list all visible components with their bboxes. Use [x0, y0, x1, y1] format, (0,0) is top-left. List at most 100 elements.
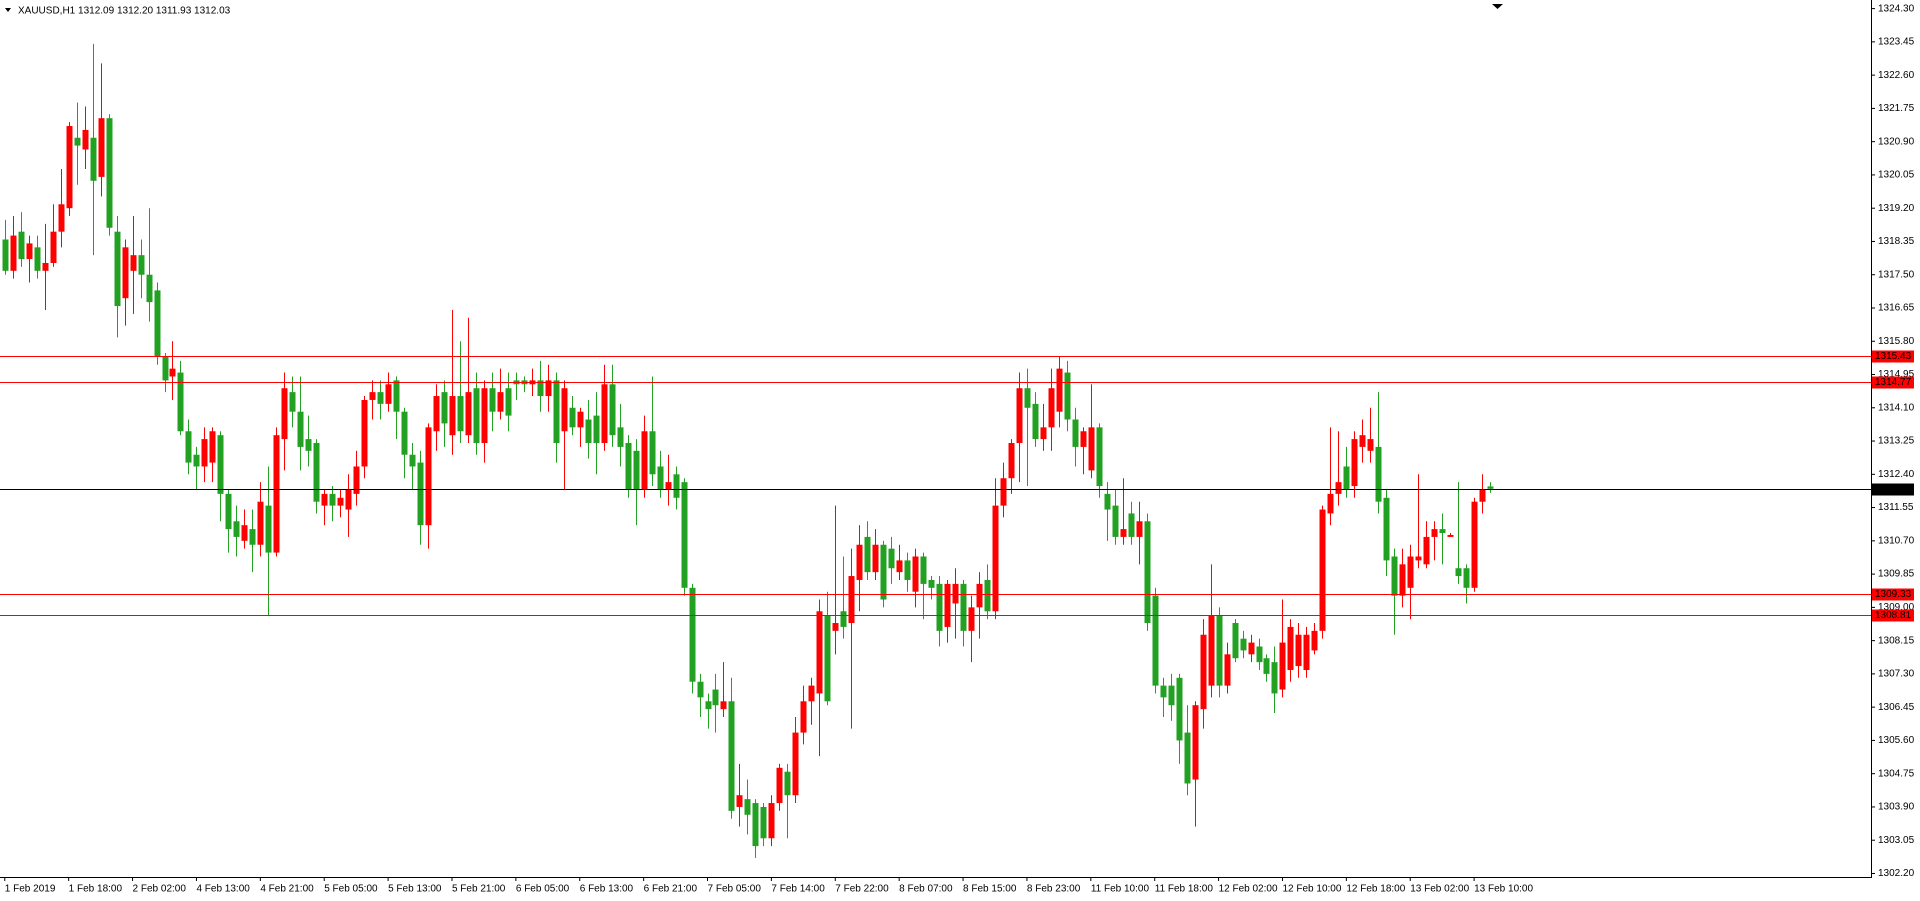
candle-body — [1319, 509, 1326, 631]
candle-body — [840, 611, 847, 627]
y-tick-label: 1317.50 — [1878, 269, 1915, 280]
x-tick-label: 6 Feb 13:00 — [580, 884, 634, 895]
y-tick-label: 1309.00 — [1878, 602, 1915, 613]
candle-body — [457, 396, 464, 432]
candle-body — [401, 411, 408, 455]
candle-body — [130, 255, 137, 271]
candle-body — [106, 118, 113, 228]
candle-body — [665, 482, 672, 490]
candle-body — [673, 474, 680, 498]
candle-body — [1240, 638, 1247, 651]
candle-body — [633, 450, 640, 490]
candle-body — [1375, 446, 1382, 502]
candle-body — [1008, 443, 1015, 479]
candle-body — [345, 489, 352, 510]
x-tick-label: 7 Feb 14:00 — [771, 884, 825, 895]
y-tick-label: 1314.95 — [1878, 369, 1915, 380]
y-tick-label: 1302.20 — [1878, 868, 1915, 879]
candle-body — [808, 685, 815, 702]
candle-body — [1471, 501, 1478, 588]
candle-body — [1463, 568, 1470, 588]
candle-body — [681, 482, 688, 588]
candle-body — [385, 384, 392, 404]
candle-body — [114, 231, 121, 307]
x-tick-label: 7 Feb 05:00 — [708, 884, 762, 895]
candle-body — [976, 583, 983, 608]
candle-body — [752, 803, 759, 847]
candle-body — [465, 392, 472, 436]
candle-body — [601, 384, 608, 444]
candle-body — [50, 231, 57, 263]
candle-body — [201, 439, 208, 467]
candle-body — [281, 388, 288, 440]
y-tick-label: 1320.90 — [1878, 136, 1915, 147]
y-tick-label: 1306.45 — [1878, 702, 1915, 713]
level-label: 1314.77 — [1875, 377, 1912, 388]
candle-body — [497, 392, 504, 412]
candle-body — [169, 368, 176, 377]
candle-body — [577, 411, 584, 428]
candle-body — [705, 701, 712, 710]
candle-body — [712, 689, 719, 706]
candle-body — [90, 137, 97, 181]
candle-body — [1248, 642, 1255, 655]
candle-body — [393, 380, 400, 412]
candle-body — [880, 544, 887, 600]
x-tick-label: 13 Feb 10:00 — [1474, 884, 1533, 895]
candle-body — [1479, 489, 1486, 502]
candle-body — [720, 701, 727, 710]
candle-body — [1343, 466, 1350, 490]
candle-body — [1000, 478, 1007, 506]
y-tick-label: 1313.25 — [1878, 436, 1915, 447]
candle-body — [1208, 615, 1215, 686]
y-tick-label: 1303.05 — [1878, 835, 1915, 846]
candle-body — [912, 556, 919, 592]
shift-marker[interactable] — [1492, 4, 1503, 9]
candle-body — [1311, 630, 1318, 651]
menu-triangle[interactable] — [5, 8, 11, 12]
candle-body — [321, 493, 328, 506]
candle-body — [433, 396, 440, 432]
y-tick-label: 1307.30 — [1878, 669, 1915, 680]
x-tick-label: 6 Feb 21:00 — [644, 884, 698, 895]
candle-body — [1104, 493, 1111, 510]
x-tick-label: 8 Feb 07:00 — [899, 884, 953, 895]
candle-body — [34, 247, 41, 271]
candle-body — [353, 466, 360, 494]
candle-body — [193, 454, 200, 467]
candle-body — [185, 431, 192, 463]
candle-body — [944, 583, 951, 627]
candle-body — [649, 431, 656, 475]
candle-body — [18, 231, 25, 260]
candle-body — [241, 525, 248, 541]
level-label: 1312.03 — [1875, 484, 1912, 495]
candle-body — [984, 579, 991, 612]
candle-body — [1080, 431, 1087, 447]
candle-body — [98, 118, 105, 177]
candle-body — [1056, 368, 1063, 412]
candle-body — [1415, 556, 1422, 561]
candle-body — [337, 497, 344, 506]
candle-body — [992, 505, 999, 612]
level-label: 1308.81 — [1875, 610, 1912, 621]
candle-body — [728, 701, 735, 811]
candle-body — [74, 137, 81, 146]
candle-body — [896, 560, 903, 573]
x-tick-label: 6 Feb 05:00 — [516, 884, 570, 895]
candle-body — [593, 415, 600, 444]
candle-body — [920, 556, 927, 584]
plot-area — [0, 43, 1871, 858]
candle-body — [968, 607, 975, 631]
candle-body — [449, 396, 456, 436]
candle-body — [305, 439, 312, 451]
candle-body — [1200, 634, 1207, 710]
candle-body — [2, 239, 9, 271]
candle-body — [1152, 595, 1159, 686]
candle-body — [888, 548, 895, 569]
candle-body — [1064, 372, 1071, 420]
y-tick-label: 1312.40 — [1878, 469, 1915, 480]
candle-body — [1351, 439, 1358, 487]
candle-body — [1303, 634, 1310, 670]
